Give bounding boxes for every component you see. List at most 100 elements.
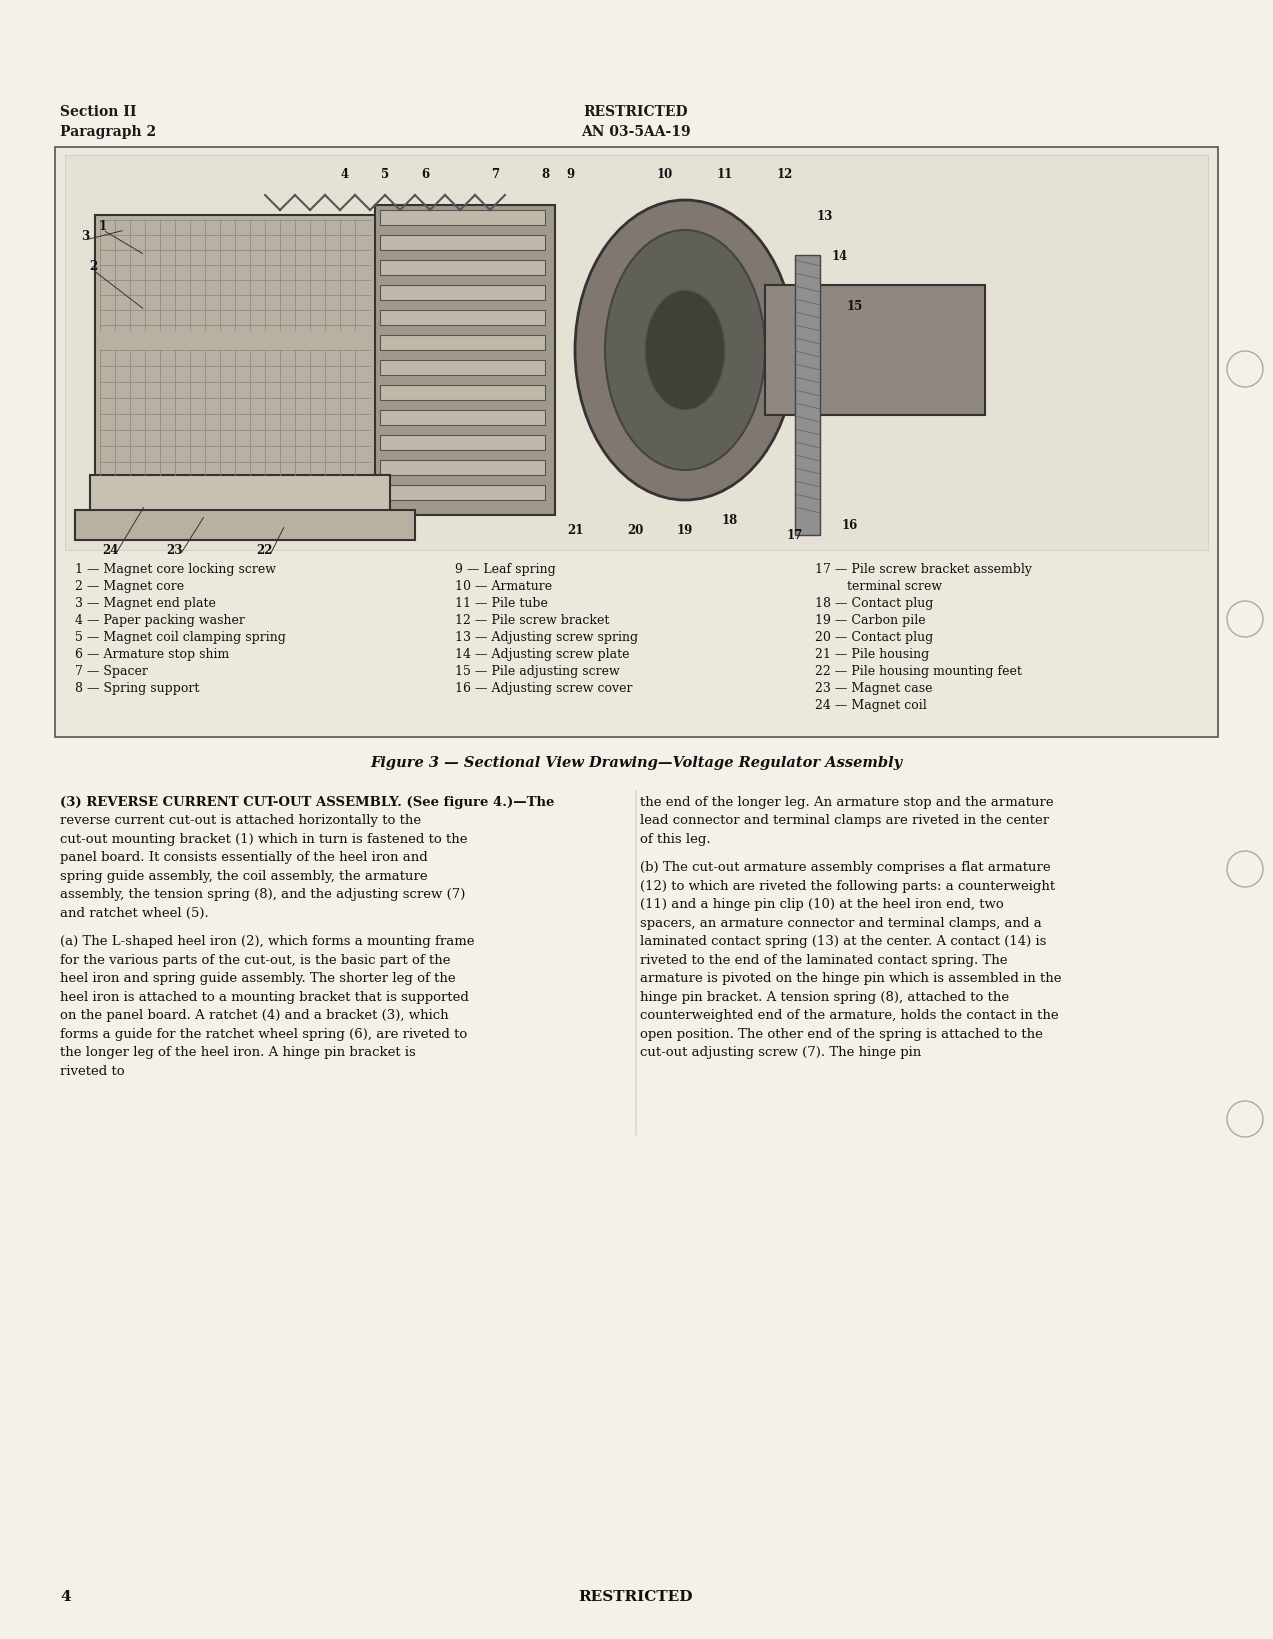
Text: panel board. It consists essentially of the heel iron and: panel board. It consists essentially of … — [60, 851, 428, 864]
Text: 10 — Armature: 10 — Armature — [454, 580, 552, 593]
Bar — [381, 261, 545, 275]
Text: 23 — Magnet case: 23 — Magnet case — [815, 682, 933, 695]
Text: 22 — Pile housing mounting feet: 22 — Pile housing mounting feet — [815, 664, 1022, 677]
Text: 15 — Pile adjusting screw: 15 — Pile adjusting screw — [454, 664, 620, 677]
Text: 6 — Armature stop shim: 6 — Armature stop shim — [75, 647, 229, 661]
Text: terminal screw: terminal screw — [815, 580, 942, 593]
Text: 4: 4 — [60, 1590, 70, 1603]
Text: Paragraph 2: Paragraph 2 — [60, 125, 157, 139]
Text: counterweighted end of the armature, holds the contact in the: counterweighted end of the armature, hol… — [640, 1010, 1059, 1021]
Text: 21 — Pile housing: 21 — Pile housing — [815, 647, 929, 661]
Bar — [796, 256, 820, 536]
Text: hinge pin bracket. A tension spring (8), attached to the: hinge pin bracket. A tension spring (8),… — [640, 990, 1009, 1003]
Bar — [90, 475, 390, 531]
Bar — [381, 436, 545, 451]
Text: on the panel board. A ratchet (4) and a bracket (3), which: on the panel board. A ratchet (4) and a … — [60, 1010, 448, 1021]
Text: 8: 8 — [541, 167, 549, 180]
Text: 11 — Pile tube: 11 — Pile tube — [454, 597, 547, 610]
Ellipse shape — [645, 290, 726, 411]
Text: 6: 6 — [421, 167, 429, 180]
Text: 3: 3 — [81, 229, 89, 243]
Text: 18: 18 — [722, 515, 738, 528]
Bar — [75, 511, 415, 541]
Text: Section II: Section II — [60, 105, 136, 120]
Text: (11) and a hinge pin clip (10) at the heel iron end, two: (11) and a hinge pin clip (10) at the he… — [640, 898, 1003, 911]
Text: 21: 21 — [566, 524, 583, 538]
Text: 10: 10 — [657, 167, 673, 180]
Text: the end of the longer leg. An armature stop and the armature: the end of the longer leg. An armature s… — [640, 795, 1054, 808]
Text: assembly, the tension spring (8), and the adjusting screw (7): assembly, the tension spring (8), and th… — [60, 888, 466, 901]
Circle shape — [1227, 352, 1263, 388]
Text: RESTRICTED: RESTRICTED — [579, 1590, 694, 1603]
Text: 5: 5 — [381, 167, 390, 180]
Text: (12) to which are riveted the following parts: a counterweight: (12) to which are riveted the following … — [640, 880, 1055, 893]
Text: 19: 19 — [677, 524, 693, 538]
Text: 15: 15 — [847, 300, 863, 313]
Text: laminated contact spring (13) at the center. A contact (14) is: laminated contact spring (13) at the cen… — [640, 934, 1046, 947]
Text: 19 — Carbon pile: 19 — Carbon pile — [815, 613, 925, 626]
Text: cut-out adjusting screw (7). The hinge pin: cut-out adjusting screw (7). The hinge p… — [640, 1046, 922, 1059]
Text: lead connector and terminal clamps are riveted in the center: lead connector and terminal clamps are r… — [640, 815, 1049, 828]
Bar — [376, 207, 555, 516]
Text: 20: 20 — [626, 524, 643, 538]
Text: 1 — Magnet core locking screw: 1 — Magnet core locking screw — [75, 562, 276, 575]
Text: armature is pivoted on the hinge pin which is assembled in the: armature is pivoted on the hinge pin whi… — [640, 972, 1062, 985]
Text: 22: 22 — [257, 544, 274, 557]
Text: 13 — Adjusting screw spring: 13 — Adjusting screw spring — [454, 631, 638, 644]
Text: 1: 1 — [99, 220, 107, 233]
Text: (3) REVERSE CURRENT CUT-OUT ASSEMBLY. (See figure 4.)—The: (3) REVERSE CURRENT CUT-OUT ASSEMBLY. (S… — [60, 795, 554, 808]
Text: 14 — Adjusting screw plate: 14 — Adjusting screw plate — [454, 647, 630, 661]
Bar — [765, 285, 985, 416]
Text: 9: 9 — [566, 167, 574, 180]
Text: 13: 13 — [817, 210, 834, 223]
Text: 7: 7 — [491, 167, 499, 180]
Text: AN 03-5AA-19: AN 03-5AA-19 — [582, 125, 691, 139]
Bar — [381, 411, 545, 426]
Bar — [381, 385, 545, 402]
Text: 17 — Pile screw bracket assembly: 17 — Pile screw bracket assembly — [815, 562, 1032, 575]
Text: for the various parts of the cut-out, is the basic part of the: for the various parts of the cut-out, is… — [60, 954, 451, 967]
Bar — [381, 311, 545, 326]
Text: 16: 16 — [841, 520, 858, 533]
Bar — [381, 236, 545, 251]
Text: 5 — Magnet coil clamping spring: 5 — Magnet coil clamping spring — [75, 631, 286, 644]
Bar — [95, 216, 384, 485]
Bar — [381, 285, 545, 302]
Text: 12 — Pile screw bracket: 12 — Pile screw bracket — [454, 613, 610, 626]
Bar — [381, 485, 545, 500]
Text: 20 — Contact plug: 20 — Contact plug — [815, 631, 933, 644]
Text: 4: 4 — [341, 167, 349, 180]
Text: (b) The cut-out armature assembly comprises a flat armature: (b) The cut-out armature assembly compri… — [640, 860, 1050, 874]
Circle shape — [1227, 1101, 1263, 1137]
Circle shape — [1227, 852, 1263, 887]
Text: and ratchet wheel (5).: and ratchet wheel (5). — [60, 906, 209, 919]
Text: riveted to the end of the laminated contact spring. The: riveted to the end of the laminated cont… — [640, 954, 1007, 967]
Bar — [381, 211, 545, 226]
Bar — [65, 156, 1208, 551]
Text: reverse current cut-out is attached horizontally to the: reverse current cut-out is attached hori… — [60, 815, 421, 828]
Ellipse shape — [605, 231, 765, 470]
Text: heel iron and spring guide assembly. The shorter leg of the: heel iron and spring guide assembly. The… — [60, 972, 456, 985]
Text: the longer leg of the heel iron. A hinge pin bracket is: the longer leg of the heel iron. A hinge… — [60, 1046, 416, 1059]
Text: cut-out mounting bracket (1) which in turn is fastened to the: cut-out mounting bracket (1) which in tu… — [60, 833, 467, 846]
Text: 18 — Contact plug: 18 — Contact plug — [815, 597, 933, 610]
Ellipse shape — [575, 202, 796, 500]
Text: 9 — Leaf spring: 9 — Leaf spring — [454, 562, 556, 575]
Text: 4 — Paper packing washer: 4 — Paper packing washer — [75, 613, 244, 626]
Text: 24 — Magnet coil: 24 — Magnet coil — [815, 698, 927, 711]
Text: spring guide assembly, the coil assembly, the armature: spring guide assembly, the coil assembly… — [60, 869, 428, 882]
Text: forms a guide for the ratchet wheel spring (6), are riveted to: forms a guide for the ratchet wheel spri… — [60, 1028, 467, 1041]
Text: of this leg.: of this leg. — [640, 833, 710, 846]
Text: RESTRICTED: RESTRICTED — [584, 105, 689, 120]
Text: 24: 24 — [102, 544, 118, 557]
Text: 11: 11 — [717, 167, 733, 180]
Bar — [55, 148, 1218, 738]
Bar — [381, 336, 545, 351]
Text: 2: 2 — [89, 259, 97, 272]
Text: 17: 17 — [787, 529, 803, 543]
Circle shape — [1227, 602, 1263, 638]
Text: open position. The other end of the spring is attached to the: open position. The other end of the spri… — [640, 1028, 1043, 1041]
Text: Figure 3 — Sectional View Drawing—Voltage Regulator Assembly: Figure 3 — Sectional View Drawing—Voltag… — [370, 756, 903, 770]
Text: 8 — Spring support: 8 — Spring support — [75, 682, 200, 695]
Text: heel iron is attached to a mounting bracket that is supported: heel iron is attached to a mounting brac… — [60, 990, 468, 1003]
